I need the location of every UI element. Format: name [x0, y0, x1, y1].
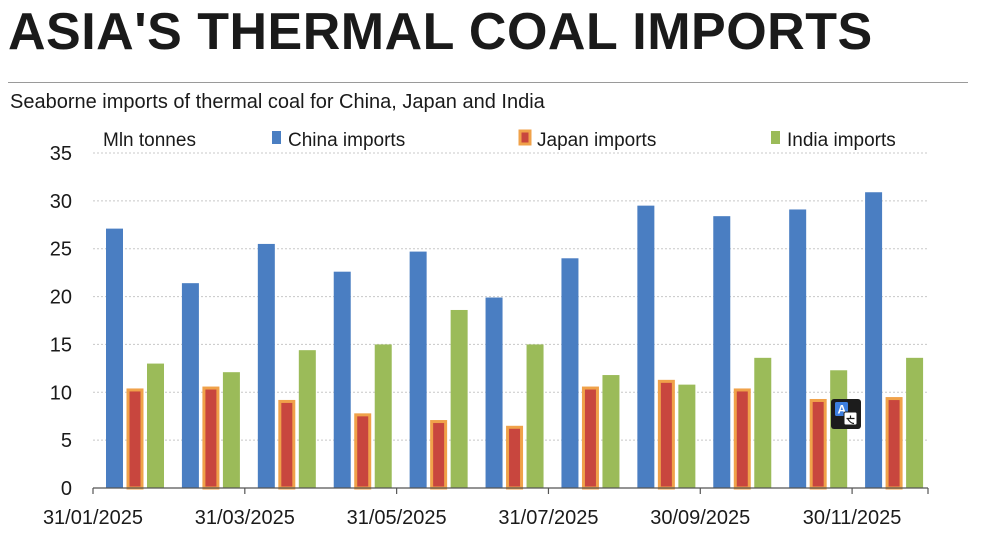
- chart-subtitle: Seaborne imports of thermal coal for Chi…: [10, 91, 545, 113]
- y-tick-label: 10: [50, 382, 72, 404]
- bar-india: [906, 357, 924, 488]
- chart-title: ASIA'S THERMAL COAL IMPORTS: [8, 3, 873, 61]
- y-tick-label: 25: [50, 239, 72, 261]
- bar-japan: [506, 425, 524, 490]
- bar-china: [485, 297, 503, 488]
- bar-japan: [430, 420, 448, 490]
- bar-japan: [733, 388, 751, 490]
- svg-text:A: A: [838, 403, 847, 417]
- bar-india: [526, 344, 544, 488]
- bars: [106, 192, 924, 490]
- tick-labels: 0 5 10 15 20 25 30 35 31/01/2025 31/03/2025 31/05/…: [43, 143, 901, 529]
- translate-icon[interactable]: A: [831, 399, 861, 429]
- y-tick-label: 35: [50, 143, 72, 165]
- bar-china: [333, 271, 351, 488]
- x-tick-label: 31/01/2025: [43, 507, 143, 529]
- bar-india: [830, 370, 848, 488]
- bar-india: [147, 363, 164, 488]
- x-tick-label: 31/03/2025: [195, 507, 295, 529]
- legend-swatch-india: [771, 131, 780, 144]
- bar-china: [713, 216, 731, 488]
- bar-india: [298, 350, 316, 488]
- legend-label-india: India imports: [787, 130, 896, 151]
- bar-japan: [657, 379, 675, 490]
- legend: Mln tonnes China imports Japan imports I…: [103, 129, 896, 151]
- title-divider: [8, 82, 968, 83]
- y-tick-label: 0: [61, 478, 72, 500]
- axes: [92, 487, 929, 494]
- y-tick-label: 5: [61, 430, 72, 452]
- legend-label-japan: Japan imports: [537, 130, 656, 151]
- x-tick-label: 30/09/2025: [650, 507, 750, 529]
- bar-japan: [202, 386, 220, 490]
- bar-japan: [885, 397, 903, 490]
- x-tick-label: 31/07/2025: [498, 507, 598, 529]
- legend-swatch-china: [272, 131, 281, 144]
- legend-swatch-japan: [518, 129, 532, 146]
- bar-india: [754, 357, 772, 488]
- bar-india: [678, 384, 696, 488]
- bar-china: [561, 258, 579, 488]
- bar-china: [865, 192, 883, 488]
- bar-india: [374, 344, 392, 488]
- bar-china: [257, 243, 275, 488]
- x-tick-label: 30/11/2025: [803, 507, 902, 529]
- bar-china: [789, 209, 807, 488]
- y-tick-label: 15: [50, 334, 72, 356]
- y-tick-label: 20: [50, 287, 72, 309]
- bar-japan: [354, 413, 372, 490]
- legend-label-china: China imports: [288, 130, 405, 151]
- bar-japan: [278, 399, 296, 490]
- x-tick-label: 31/05/2025: [347, 507, 447, 529]
- bar-china: [637, 205, 655, 488]
- bar-japan: [581, 386, 599, 490]
- bar-india: [222, 372, 240, 488]
- y-axis-unit-label: Mln tonnes: [103, 130, 196, 151]
- y-tick-label: 30: [50, 191, 72, 213]
- bar-japan: [126, 388, 144, 490]
- bar-china: [181, 283, 199, 488]
- bar-japan: [809, 398, 827, 490]
- bar-india: [450, 309, 468, 488]
- bar-china: [409, 251, 427, 488]
- bar-india: [602, 375, 620, 488]
- bar-china: [106, 228, 123, 488]
